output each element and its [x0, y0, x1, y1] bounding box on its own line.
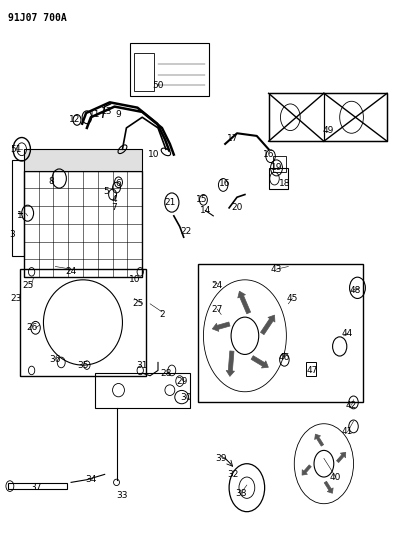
FancyArrowPatch shape — [238, 291, 250, 314]
Text: 4: 4 — [112, 196, 117, 204]
Text: 20: 20 — [231, 204, 243, 212]
FancyArrowPatch shape — [261, 315, 275, 335]
Text: 22: 22 — [180, 228, 191, 236]
Bar — [269, 93, 387, 141]
Text: 7: 7 — [112, 204, 117, 212]
Text: 31: 31 — [136, 361, 148, 369]
FancyArrowPatch shape — [324, 481, 333, 493]
Bar — [273, 156, 286, 172]
Text: 11: 11 — [89, 110, 101, 119]
Bar — [134, 53, 154, 91]
Text: 16: 16 — [219, 180, 231, 188]
Text: 38: 38 — [235, 489, 247, 497]
FancyArrowPatch shape — [337, 453, 346, 463]
Text: 12: 12 — [70, 116, 81, 124]
Bar — [269, 93, 324, 141]
Bar — [20, 269, 146, 376]
Bar — [324, 93, 387, 141]
Text: 39: 39 — [215, 454, 227, 463]
Text: 2: 2 — [159, 310, 165, 319]
Text: 21: 21 — [164, 198, 175, 207]
Text: 8: 8 — [49, 177, 54, 185]
Text: 36: 36 — [49, 356, 61, 364]
Text: 23: 23 — [10, 294, 21, 303]
Text: 26: 26 — [26, 324, 37, 332]
Text: 27: 27 — [212, 305, 223, 313]
Text: 50: 50 — [152, 81, 164, 90]
Text: 13: 13 — [101, 108, 113, 116]
Bar — [269, 168, 288, 189]
Text: 30: 30 — [180, 393, 192, 401]
Text: 91J07 700A: 91J07 700A — [8, 13, 67, 23]
FancyArrowPatch shape — [251, 356, 268, 368]
Text: 41: 41 — [342, 427, 353, 436]
Text: 37: 37 — [30, 483, 41, 492]
Text: 45: 45 — [287, 294, 298, 303]
Text: 51: 51 — [10, 145, 22, 154]
Bar — [8, 483, 67, 489]
Text: 25: 25 — [22, 281, 33, 289]
Text: 25: 25 — [133, 300, 144, 308]
Text: 24: 24 — [66, 268, 77, 276]
FancyArrowPatch shape — [315, 434, 324, 446]
Text: 17: 17 — [227, 134, 239, 143]
Bar — [95, 373, 190, 408]
Bar — [24, 149, 142, 171]
Text: 5: 5 — [104, 188, 109, 196]
Bar — [24, 171, 142, 277]
Bar — [306, 362, 316, 376]
Text: 40: 40 — [330, 473, 341, 481]
FancyArrowPatch shape — [213, 322, 230, 332]
Text: 16: 16 — [263, 150, 275, 159]
FancyArrowPatch shape — [226, 351, 235, 376]
Bar — [130, 43, 209, 96]
FancyArrowPatch shape — [302, 465, 311, 475]
Text: 14: 14 — [200, 206, 211, 215]
Text: 46: 46 — [279, 353, 290, 361]
Text: 6: 6 — [116, 180, 121, 188]
Text: 44: 44 — [342, 329, 353, 337]
Text: 49: 49 — [322, 126, 333, 135]
Text: 47: 47 — [307, 366, 318, 375]
Text: 32: 32 — [228, 470, 239, 479]
Text: 24: 24 — [212, 281, 223, 289]
Text: 3: 3 — [9, 230, 15, 239]
Bar — [198, 264, 363, 402]
Text: 1: 1 — [17, 212, 23, 220]
Text: 35: 35 — [77, 361, 89, 369]
Text: 19: 19 — [271, 164, 282, 172]
Text: 18: 18 — [278, 180, 290, 188]
Text: 42: 42 — [346, 401, 357, 409]
Text: 48: 48 — [350, 286, 361, 295]
Text: 33: 33 — [117, 491, 128, 500]
Text: 15: 15 — [196, 196, 207, 204]
Text: 10: 10 — [148, 150, 160, 159]
Bar — [12, 160, 24, 256]
Text: 43: 43 — [271, 265, 282, 273]
Text: 28: 28 — [160, 369, 171, 377]
Text: 10: 10 — [128, 276, 140, 284]
Text: 29: 29 — [176, 377, 187, 385]
Text: 34: 34 — [85, 475, 96, 484]
Text: 9: 9 — [116, 110, 121, 119]
